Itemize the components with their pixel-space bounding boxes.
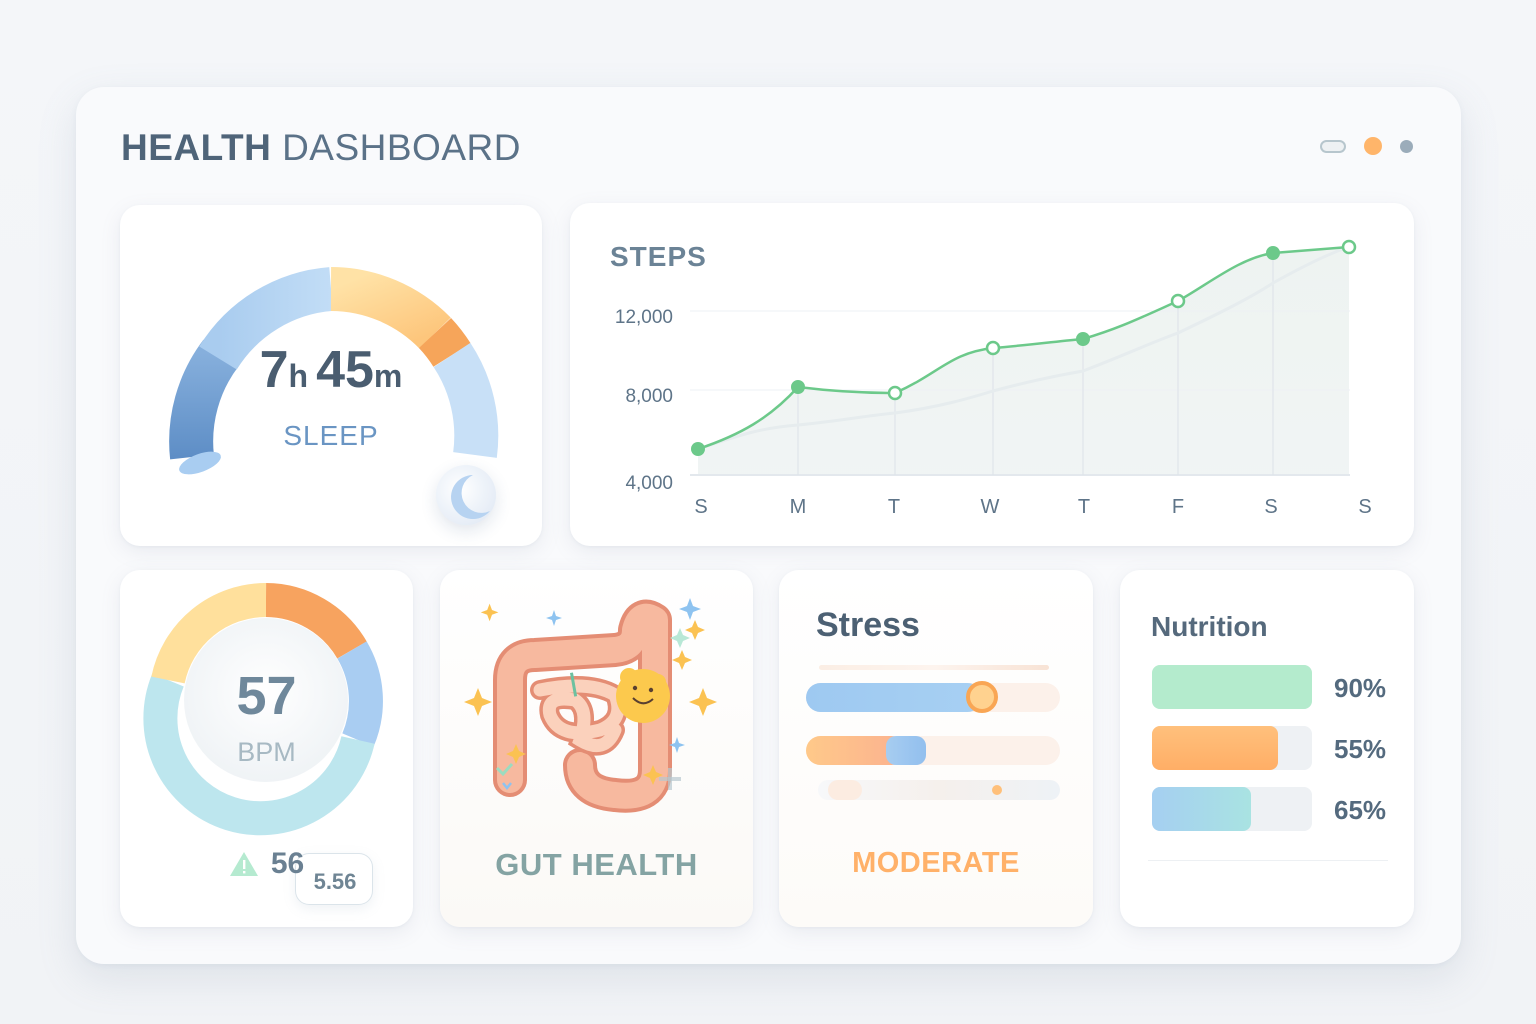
stress-slider-3[interactable] bbox=[818, 780, 1060, 800]
x-tick: S bbox=[694, 496, 708, 518]
data-point bbox=[887, 385, 903, 401]
sleep-card[interactable]: 7h 45m SLEEP bbox=[120, 205, 542, 546]
stress-slider-2[interactable] bbox=[806, 736, 1060, 765]
heart-rate-unit: BPM bbox=[237, 737, 296, 767]
nutrition-bar-track bbox=[1152, 726, 1312, 770]
x-tick: W bbox=[980, 496, 1000, 518]
nutrition-card[interactable]: Nutrition 90% 55% 65% bbox=[1120, 570, 1414, 927]
badge-value: 5.56 bbox=[313, 869, 357, 894]
stress-slider-1[interactable] bbox=[806, 681, 1060, 713]
data-point bbox=[1266, 246, 1280, 260]
y-tick-4000: 4,000 bbox=[625, 473, 673, 494]
window-controls bbox=[1320, 137, 1413, 155]
page-title: HEALTH DASHBOARD bbox=[121, 127, 521, 169]
title-light: DASHBOARD bbox=[282, 127, 521, 168]
gray-dot-button[interactable] bbox=[1400, 139, 1413, 153]
heart-rate-alert: 56 bbox=[120, 847, 413, 881]
sleep-gauge bbox=[169, 267, 499, 525]
nutrition-row: 65% bbox=[1152, 787, 1392, 831]
sleep-label: SLEEP bbox=[283, 420, 379, 451]
y-tick-12000: 12,000 bbox=[614, 307, 673, 328]
data-point bbox=[1341, 239, 1357, 255]
nutrition-bar-fill bbox=[1152, 787, 1251, 831]
stress-slider-2-knob[interactable] bbox=[886, 736, 926, 765]
sleep-hours-unit: h bbox=[288, 358, 309, 394]
stress-slider-1-knob[interactable] bbox=[966, 681, 998, 713]
stress-title: Stress bbox=[816, 606, 920, 644]
steps-title: STEPS bbox=[610, 241, 707, 272]
y-tick-8000: 8,000 bbox=[625, 386, 673, 407]
data-point bbox=[691, 442, 705, 456]
warning-triangle-icon bbox=[229, 852, 258, 876]
data-point bbox=[985, 340, 1001, 356]
nutrition-pct: 55% bbox=[1334, 734, 1387, 764]
sleep-duration: 7h 45m bbox=[120, 340, 542, 400]
data-point bbox=[791, 380, 805, 394]
moon-icon bbox=[436, 465, 496, 525]
heart-rate-badge: 5.56 bbox=[295, 853, 373, 905]
intestine-illustration bbox=[464, 598, 717, 813]
nutrition-row: 55% bbox=[1152, 726, 1392, 770]
sleep-minutes: 45 bbox=[316, 341, 374, 399]
data-point bbox=[1170, 293, 1186, 309]
nutrition-bar-fill bbox=[1152, 665, 1312, 709]
x-tick: S bbox=[1264, 496, 1278, 518]
heart-rate-card[interactable]: 57 BPM 5.56 56 bbox=[120, 570, 413, 927]
x-tick: M bbox=[789, 496, 807, 518]
nutrition-row: 90% bbox=[1152, 665, 1392, 709]
sleep-minutes-unit: m bbox=[373, 358, 403, 394]
gut-health-card[interactable]: GUT HEALTH bbox=[440, 570, 753, 927]
toggle-pill-button[interactable] bbox=[1320, 139, 1346, 153]
steps-card[interactable]: STEPS 12,000 8,000 4,000 bbox=[570, 203, 1414, 546]
stress-top-line bbox=[819, 665, 1049, 670]
x-tick: T bbox=[1077, 496, 1091, 518]
title-bold: HEALTH bbox=[121, 127, 272, 168]
sleep-hours: 7 bbox=[259, 341, 289, 399]
x-tick: S bbox=[1358, 496, 1372, 518]
dashboard-window: HEALTH DASHBOARD bbox=[76, 87, 1461, 964]
heart-rate-ring bbox=[143, 583, 383, 836]
stress-slider-3-dot[interactable] bbox=[992, 785, 1002, 795]
nutrition-bar-track bbox=[1152, 787, 1312, 831]
steps-line-chart bbox=[690, 239, 1357, 533]
stress-card[interactable]: Stress MODERATE bbox=[779, 570, 1093, 927]
alert-value: 56 bbox=[270, 847, 305, 880]
nutrition-pct: 65% bbox=[1334, 795, 1387, 825]
nutrition-bar-fill bbox=[1152, 726, 1278, 770]
data-point bbox=[1076, 332, 1090, 346]
gut-health-label: GUT HEALTH bbox=[495, 847, 698, 882]
nutrition-title: Nutrition bbox=[1151, 611, 1268, 642]
nutrition-pct: 90% bbox=[1334, 673, 1387, 703]
heart-rate-value: 57 bbox=[236, 666, 297, 726]
smiley-face-icon bbox=[616, 668, 670, 723]
stress-level: MODERATE bbox=[852, 847, 1020, 879]
sparkle-icons bbox=[464, 603, 717, 785]
orange-dot-button[interactable] bbox=[1364, 137, 1382, 155]
nutrition-divider bbox=[1148, 860, 1388, 861]
x-tick: F bbox=[1171, 496, 1185, 518]
x-tick: T bbox=[887, 496, 901, 518]
nutrition-bar-track bbox=[1152, 665, 1312, 709]
